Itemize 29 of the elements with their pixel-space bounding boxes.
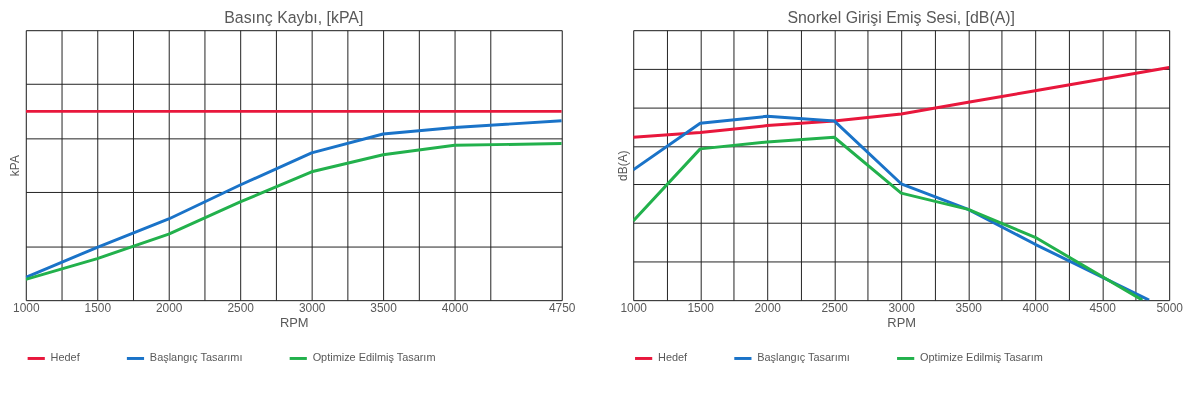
x-tick-label: 5000 [1156, 300, 1184, 315]
x-tick-label: 2500 [227, 300, 255, 315]
x-tick-label: 2000 [155, 300, 183, 315]
legend-label: Optimize Edilmiş Tasarım [312, 351, 436, 364]
x-tick-label: 4000 [441, 300, 469, 315]
x-tick-label: 3500 [370, 300, 398, 315]
x-tick-label: 2500 [821, 300, 849, 315]
legend-label: Başlangıç Tasarımı [149, 351, 243, 364]
x-tick-label: 1000 [13, 300, 40, 315]
legend-label: Optimize Edilmiş Tasarım [920, 351, 1043, 364]
y-axis-title: dB(A) [615, 150, 630, 181]
chart-title: Basınç Kaybı, [kPA] [224, 9, 364, 27]
x-tick-label: 4000 [1022, 300, 1050, 315]
x-tick-label: 1500 [84, 300, 112, 315]
x-tick-label: 4750 [549, 300, 576, 315]
y-axis-title: kPA [8, 155, 23, 177]
legend-label: Başlangıç Tasarımı [757, 351, 850, 364]
x-axis-title: RPM [279, 315, 309, 331]
x-tick-label: 2000 [754, 300, 782, 315]
x-axis-title: RPM [887, 315, 917, 331]
x-tick-label: 3000 [888, 300, 916, 315]
x-tick-label: 3000 [298, 300, 326, 315]
x-tick-label: 1000 [620, 300, 648, 315]
legend-label: Hedef [50, 351, 81, 364]
x-tick-label: 4500 [1089, 300, 1117, 315]
legend-label: Hedef [658, 351, 689, 364]
x-tick-label: 1500 [687, 300, 715, 315]
x-tick-label: 3500 [955, 300, 983, 315]
chart-title: Snorkel Girişi Emiş Sesi, [dB(A)] [787, 9, 1015, 27]
